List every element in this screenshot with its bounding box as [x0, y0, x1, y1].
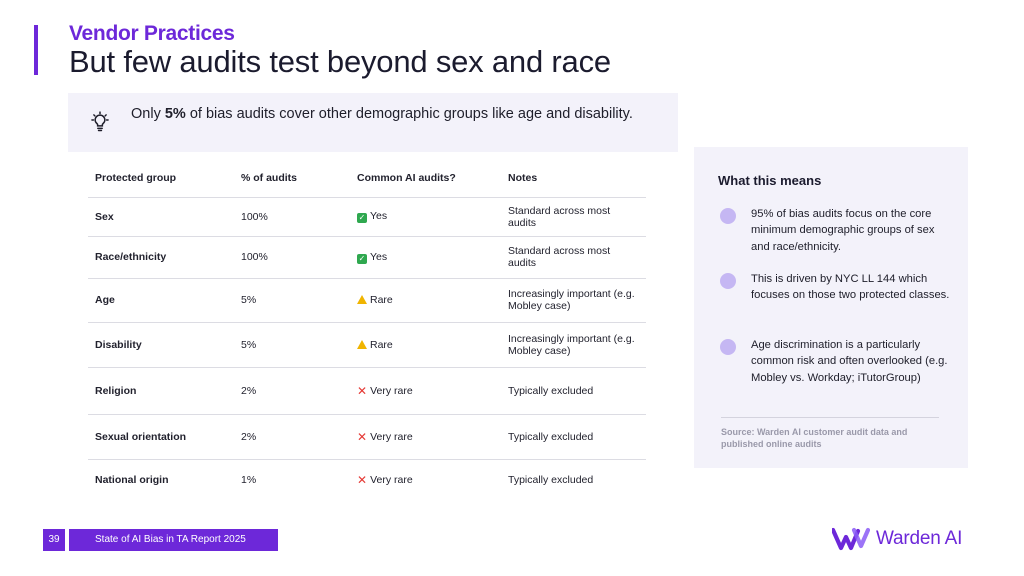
report-title-footer: State of AI Bias in TA Report 2025 [69, 529, 278, 551]
common-audit-label: Very rare [370, 430, 413, 443]
cell-notes: Typically excluded [508, 474, 594, 487]
cell-protected-group: Race/ethnicity [88, 236, 234, 279]
cell-common-ai-audits: ✓ Yes [350, 197, 501, 237]
cell-percent-audits: 5% [234, 278, 350, 323]
source-note: Source: Warden AI customer audit data an… [721, 427, 908, 449]
common-audit-label: Rare [370, 338, 393, 351]
logo-wordmark: Warden AI [876, 528, 963, 549]
cell-percent-audits: 100% [234, 236, 350, 279]
cell-common-ai-audits: Rare [350, 278, 501, 323]
what-this-means-panel: What this means 95% of bias audits focus… [694, 147, 968, 468]
cell-common-ai-audits: Rare [350, 322, 501, 368]
cell-protected-group: Sexual orientation [88, 414, 234, 460]
cell-percent-audits: 2% [234, 414, 350, 460]
header-notes: Notes [501, 160, 646, 198]
cell-common-ai-audits: ✕ Very rare [350, 367, 501, 415]
bullet-dot-icon [720, 273, 736, 289]
cell-common-ai-audits: ✕ Very rare [350, 459, 501, 501]
cell-percent-audits: 100% [234, 197, 350, 237]
panel-item-text: Age discrimination is a particularly com… [751, 339, 948, 384]
cell-percent-audits: 5% [234, 322, 350, 368]
lightbulb-icon [91, 111, 109, 132]
section-kicker: Vendor Practices [69, 22, 235, 45]
header-common-ai-audits: Common AI audits? [350, 160, 501, 198]
cell-notes: Typically excluded [501, 414, 646, 460]
table-row: Sexual orientation 2% ✕ Very rare Typically … [88, 414, 646, 460]
cell-protected-group: Age [88, 278, 234, 323]
protected-groups-table: Protected group % of audits Common AI au… [88, 160, 646, 501]
header-percent-audits: % of audits [234, 160, 350, 198]
key-insight-callout: Only 5% of bias audits cover other demog… [68, 93, 678, 152]
warden-w-logo-icon [832, 527, 870, 551]
bullet-dot-icon [720, 339, 736, 355]
cell-protected-group: National origin [95, 474, 169, 487]
cell-percent-audits: 2% [234, 367, 350, 415]
cell-protected-group: Disability [88, 322, 234, 368]
cell-notes: Increasingly important (e.g. Mobley case… [501, 278, 646, 323]
common-audit-label: Very rare [370, 384, 413, 397]
cell-notes: Standard across most audits [501, 236, 646, 279]
panel-divider [721, 417, 939, 418]
table-row: Age 5% Rare Increasingly important (e.g. Mo… [88, 278, 646, 323]
cell-percent-audits: 1% [241, 474, 257, 487]
panel-item-text: This is driven by NYC LL 144 which focus… [751, 273, 950, 302]
table-row: Race/ethnicity 100% ✓ Yes Standard across mo… [88, 236, 646, 279]
callout-text: Only 5% of bias audits cover other demog… [131, 106, 633, 122]
check-icon: ✓ [357, 253, 367, 264]
table-row: Religion 2% ✕ Very rare Typically excluded [88, 367, 646, 415]
common-audit-label: Very rare [370, 474, 413, 487]
page-number: 39 [43, 529, 65, 551]
cell-notes: Increasingly important (e.g. Mobley case… [501, 322, 646, 368]
cell-common-ai-audits: ✓ Yes [350, 236, 501, 279]
callout-highlight: 5% [164, 106, 186, 122]
warning-icon [357, 295, 367, 304]
table-row: National origin 1% ✕ Very rare Typically exc… [88, 459, 646, 501]
cross-icon: ✕ [357, 473, 368, 488]
common-audit-label: Rare [370, 294, 393, 306]
table-header-row: Protected group % of audits Common AI au… [88, 160, 646, 198]
common-audit-label: Yes [370, 210, 388, 222]
common-audit-label: Yes [370, 250, 388, 263]
cell-protected-group: Sex [88, 197, 234, 237]
warden-ai-logo: Warden AI [832, 525, 972, 555]
page-title: But few audits test beyond sex and race [69, 44, 611, 79]
header-protected-group: Protected group [88, 160, 234, 198]
panel-title: What this means [718, 173, 822, 188]
bullet-dot-icon [720, 208, 736, 224]
cross-icon: ✕ [357, 429, 368, 444]
check-icon: ✓ [357, 213, 367, 223]
warning-icon [357, 339, 367, 349]
cell-notes: Standard across most audits [501, 197, 646, 237]
table-row: Sex 100% ✓ Yes Standard across most audits [88, 197, 646, 237]
panel-item-text: 95% of bias audits focus on the core min… [751, 208, 935, 253]
cell-common-ai-audits: ✕ Very rare [350, 414, 501, 460]
table-row: Disability 5% Rare Increasingly important (… [88, 322, 646, 368]
cell-protected-group: Religion [88, 367, 234, 415]
cross-icon: ✕ [357, 383, 368, 398]
cell-notes: Typically excluded [501, 367, 646, 415]
title-accent-bar [34, 25, 38, 75]
